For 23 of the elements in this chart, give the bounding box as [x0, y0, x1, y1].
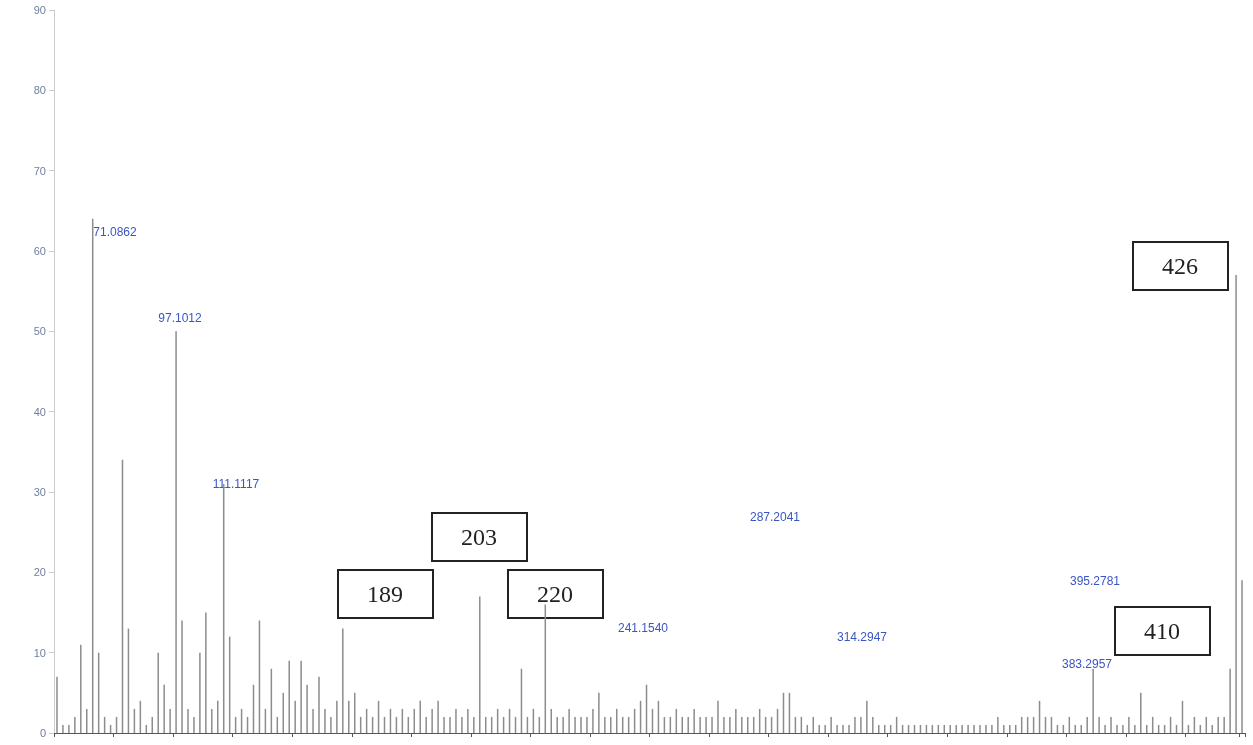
annotation: 410 — [1144, 618, 1180, 644]
y-tick-label: 60 — [33, 245, 46, 257]
y-tick-label: 40 — [33, 405, 46, 418]
y-tick-label: 10 — [33, 646, 46, 659]
annotation: 220 — [537, 581, 573, 607]
annotation: 97.1012 — [158, 311, 203, 325]
annotation: 287.2041 — [749, 510, 801, 524]
annotation: 395.2781 — [1069, 574, 1121, 588]
annotation: 383.2957 — [1061, 657, 1113, 671]
y-tick-label: 30 — [33, 486, 46, 498]
y-tick-label: 20 — [33, 566, 46, 579]
y-tick-label: 80 — [33, 84, 46, 97]
annotation: 203 — [461, 524, 497, 550]
y-tick-label: 0 — [39, 727, 46, 739]
y-tick-label: 90 — [33, 4, 46, 16]
y-tick-label: 70 — [33, 164, 46, 177]
y-tick-label: 50 — [33, 325, 46, 338]
annotation: 241.1540 — [617, 621, 669, 635]
annotation: 189 — [367, 581, 403, 607]
annotation: 111.1117 — [212, 477, 260, 491]
annotation: 426 — [1162, 253, 1198, 279]
annotation: 314.2947 — [836, 630, 888, 644]
annotation: 71.0862 — [93, 225, 138, 239]
